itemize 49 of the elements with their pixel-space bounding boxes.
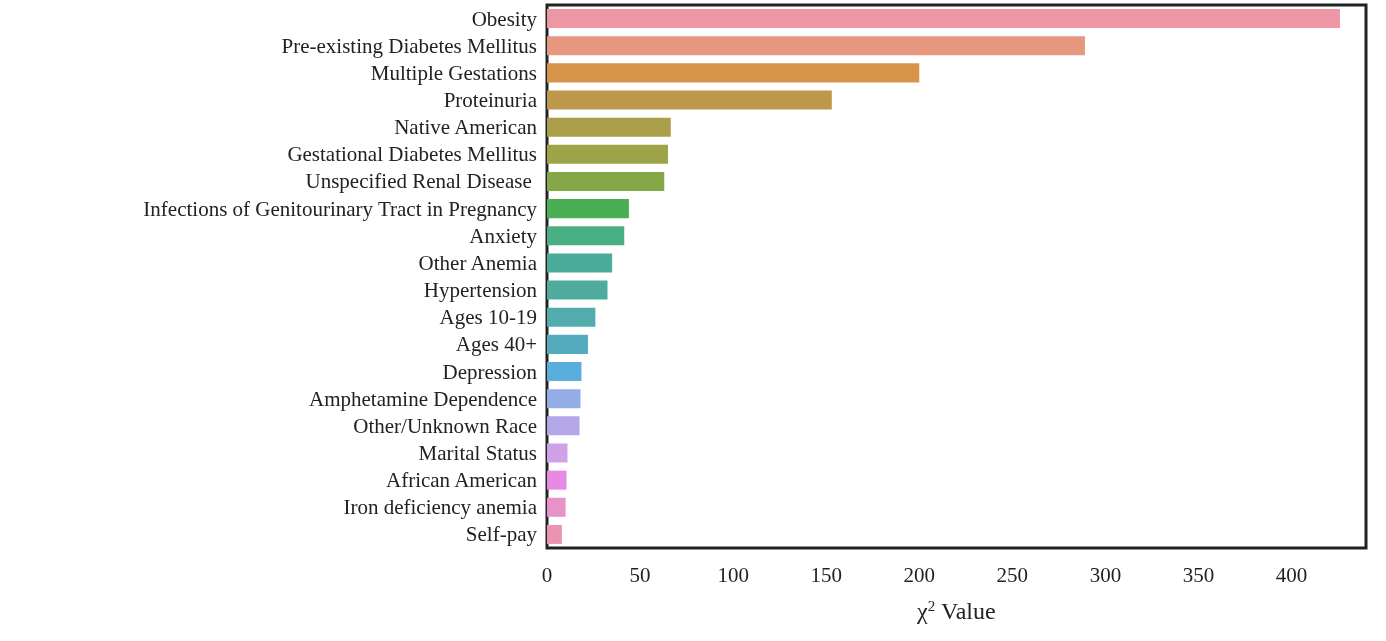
bar (547, 416, 580, 436)
x-tick-label: 150 (810, 562, 842, 587)
y-tick-label: Multiple Gestations (370, 60, 537, 85)
bar (547, 90, 832, 110)
y-tick-label: Hypertension (423, 278, 538, 303)
y-tick-label: Gestational Diabetes Mellitus (287, 142, 537, 167)
y-tick-label: Self-pay (465, 522, 538, 547)
y-tick-label: Other Anemia (418, 250, 538, 275)
y-tick-label: African American (385, 468, 538, 493)
bar (547, 334, 588, 354)
y-tick-label: Marital Status (418, 440, 537, 465)
bar (547, 63, 920, 83)
y-tick-label: Infections of Genitourinary Tract in Pregnancy (143, 196, 538, 221)
x-tick-label: 400 (1275, 562, 1308, 587)
bar (547, 307, 596, 327)
y-tick-label: Unspecified Renal Disease (305, 169, 537, 194)
bar (547, 117, 671, 137)
bar (547, 524, 562, 544)
y-tick-label: Anxiety (469, 223, 538, 248)
y-tick-label: Proteinuria (443, 88, 538, 113)
bar (547, 443, 568, 463)
bar (547, 36, 1085, 56)
x-tick-label: 0 (541, 562, 553, 587)
x-tick-label: 250 (996, 562, 1029, 587)
bar (547, 226, 625, 246)
bar (547, 253, 613, 273)
y-tick-label: Ages 40+ (455, 332, 537, 357)
x-tick-label: 100 (717, 562, 749, 587)
y-tick-label: Obesity (471, 6, 538, 31)
y-tick-label: Depression (442, 359, 538, 384)
x-tick-label: 50 (629, 562, 651, 587)
y-tick-label: Other/Unknown Race (353, 413, 537, 438)
bar (547, 280, 608, 300)
x-tick-label: 350 (1182, 562, 1215, 587)
bar (547, 9, 1340, 29)
y-tick-label: Native American (394, 115, 538, 140)
bar (547, 171, 665, 191)
bar (547, 144, 668, 164)
bar (547, 362, 582, 382)
bar (547, 470, 567, 490)
y-tick-label: Iron deficiency anemia (343, 495, 538, 520)
y-tick-label: Pre-existing Diabetes Mellitus (281, 33, 537, 58)
y-tick-label: Ages 10-19 (439, 305, 537, 330)
bar (547, 497, 566, 517)
bar (547, 199, 629, 219)
bar (547, 389, 581, 409)
x-tick-label: 200 (903, 562, 936, 587)
y-tick-label: Amphetamine Dependence (309, 386, 537, 411)
x-tick-label: 300 (1089, 562, 1122, 587)
